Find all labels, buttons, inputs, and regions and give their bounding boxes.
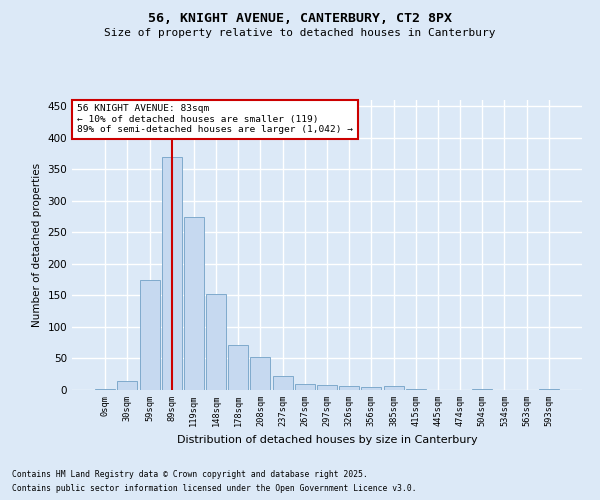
Bar: [383, 386, 404, 390]
Text: 56 KNIGHT AVENUE: 83sqm
← 10% of detached houses are smaller (119)
89% of semi-d: 56 KNIGHT AVENUE: 83sqm ← 10% of detache…: [77, 104, 353, 134]
Bar: [250, 356, 271, 390]
Bar: [95, 388, 115, 390]
Bar: [272, 376, 293, 390]
Bar: [184, 216, 204, 390]
Y-axis label: Number of detached properties: Number of detached properties: [32, 163, 42, 327]
Bar: [206, 294, 226, 390]
Bar: [140, 280, 160, 390]
Bar: [361, 387, 382, 390]
Text: Size of property relative to detached houses in Canterbury: Size of property relative to detached ho…: [104, 28, 496, 38]
Bar: [162, 156, 182, 390]
Text: Contains HM Land Registry data © Crown copyright and database right 2025.: Contains HM Land Registry data © Crown c…: [12, 470, 368, 479]
Bar: [228, 344, 248, 390]
Bar: [472, 388, 492, 390]
Text: Contains public sector information licensed under the Open Government Licence v3: Contains public sector information licen…: [12, 484, 416, 493]
Bar: [295, 384, 315, 390]
Bar: [339, 386, 359, 390]
Bar: [317, 385, 337, 390]
Text: 56, KNIGHT AVENUE, CANTERBURY, CT2 8PX: 56, KNIGHT AVENUE, CANTERBURY, CT2 8PX: [148, 12, 452, 26]
X-axis label: Distribution of detached houses by size in Canterbury: Distribution of detached houses by size …: [176, 434, 478, 444]
Bar: [118, 380, 137, 390]
